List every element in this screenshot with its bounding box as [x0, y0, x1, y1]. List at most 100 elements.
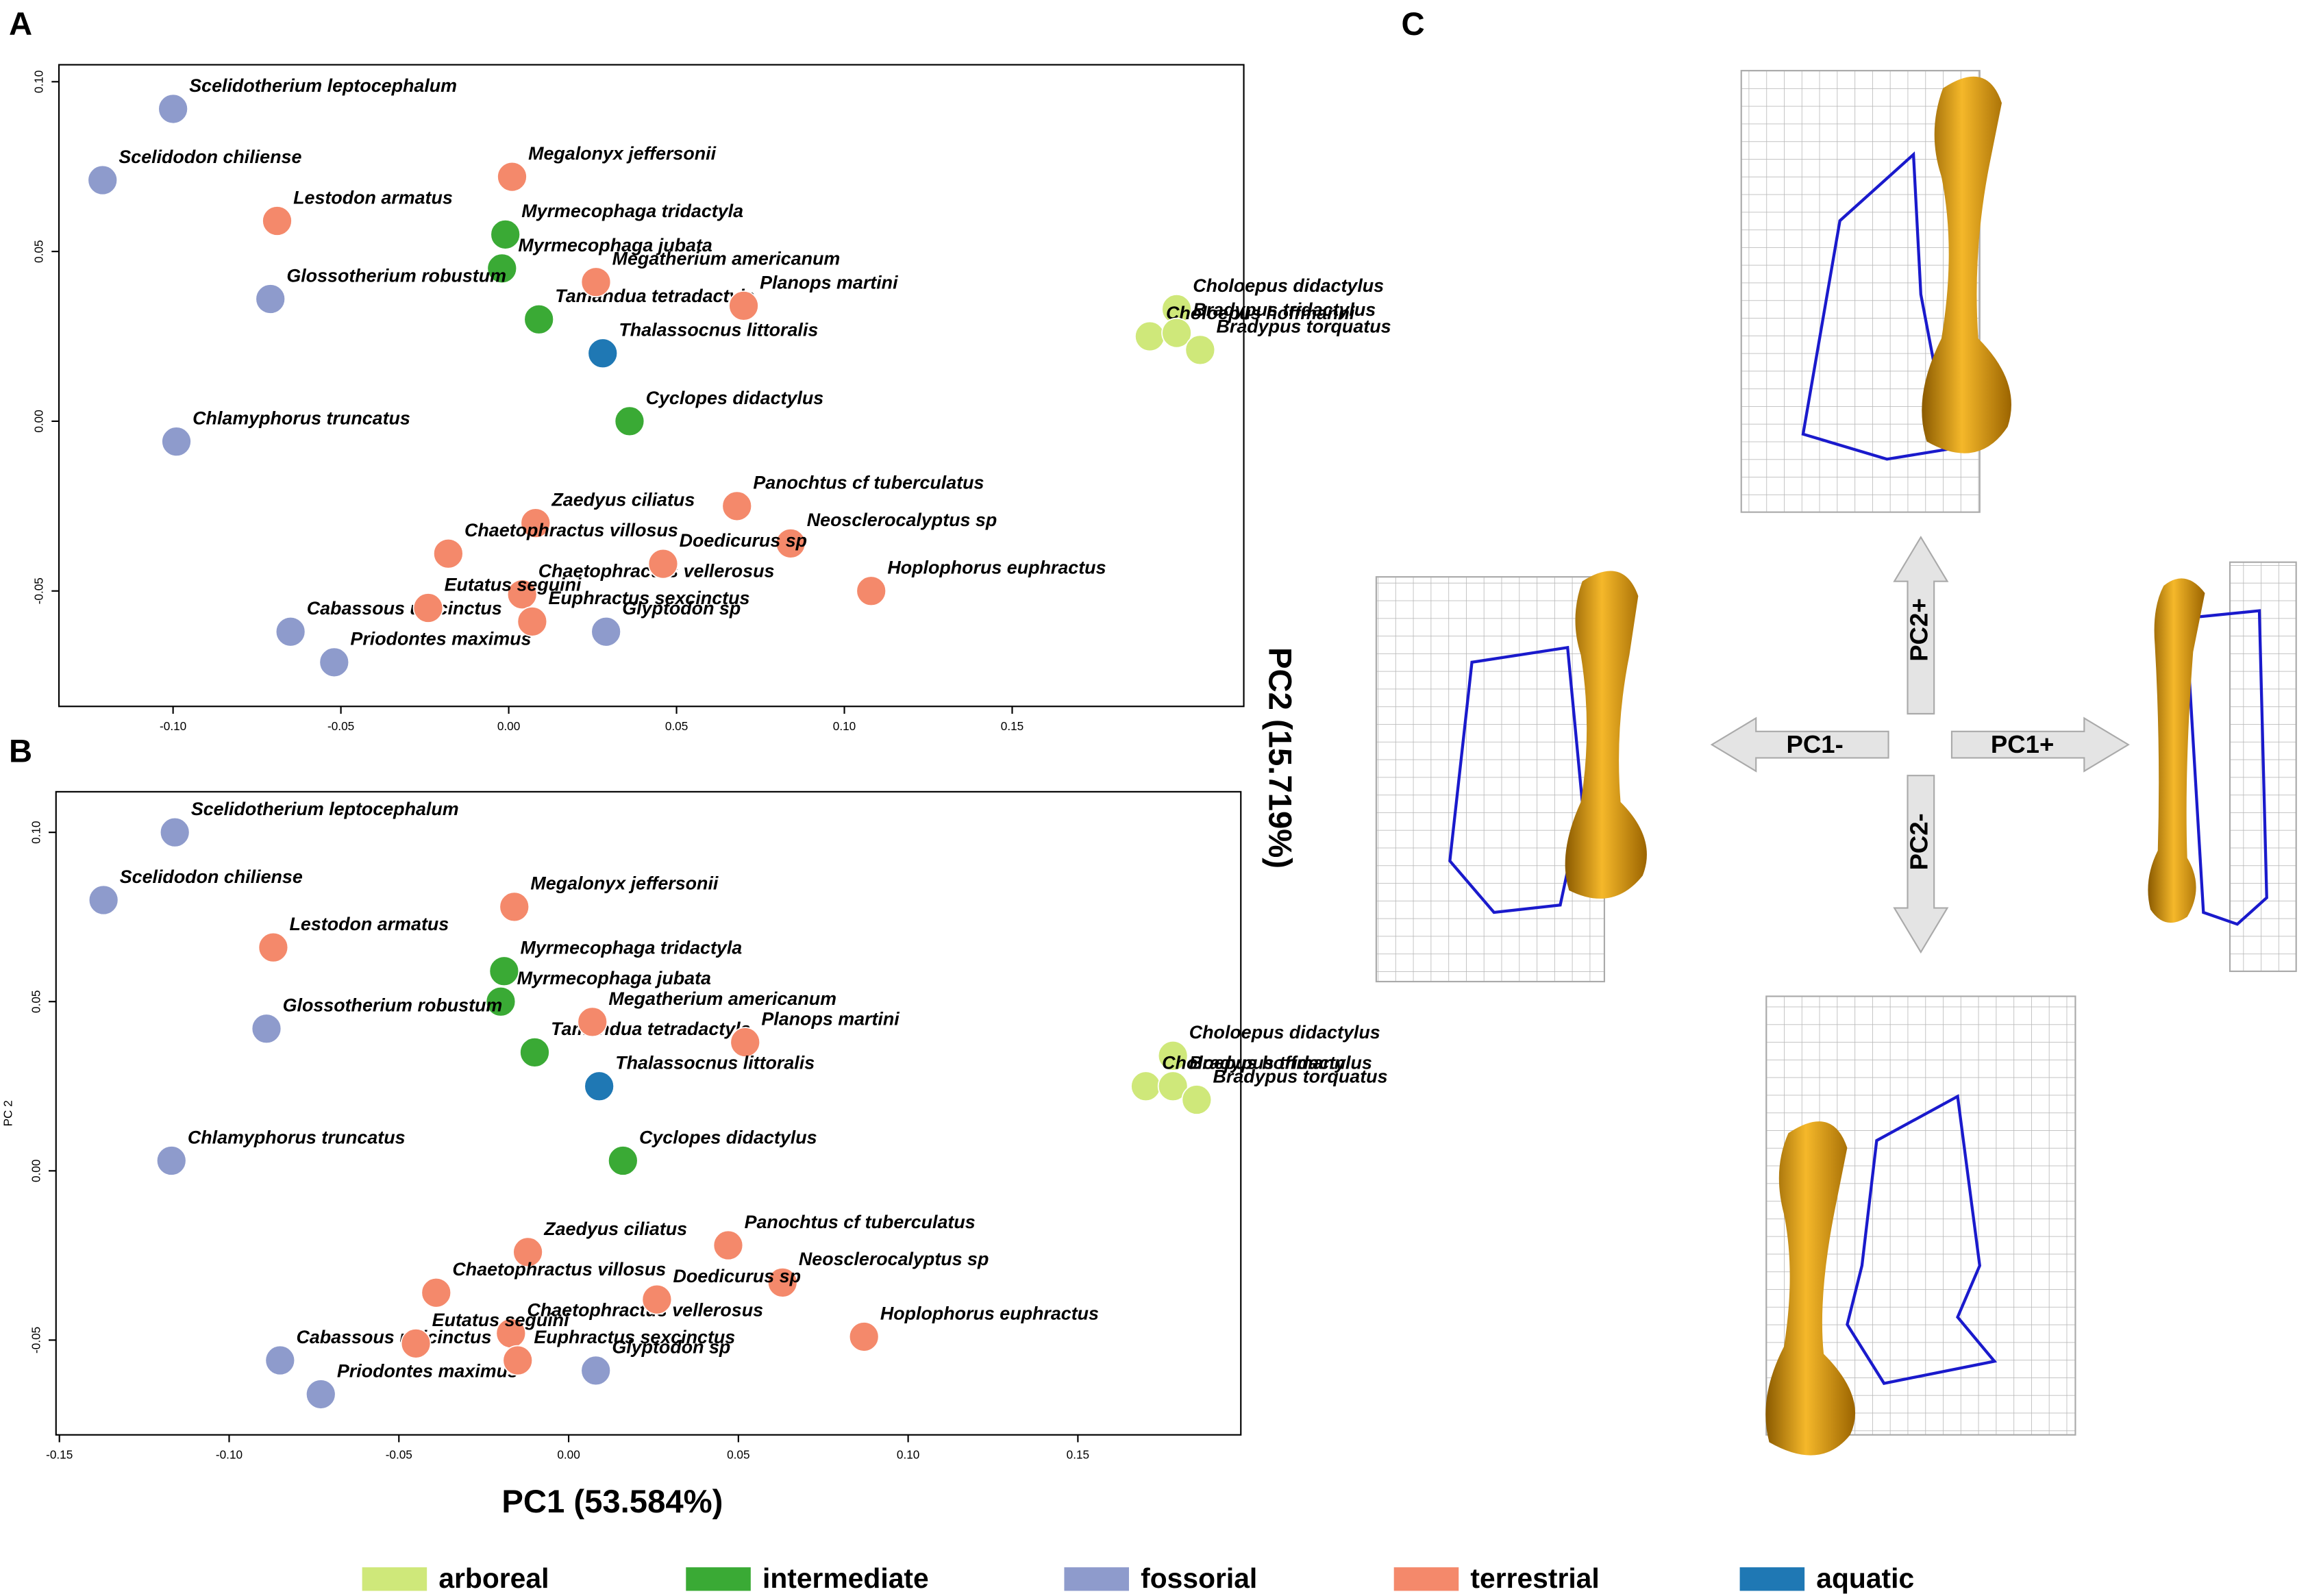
point — [255, 284, 286, 314]
x-tick-label: 0.10 — [833, 719, 856, 733]
arrow-label: PC2- — [1904, 813, 1933, 870]
point-label: Myrmecophaga jubata — [517, 968, 711, 988]
point — [1134, 321, 1165, 352]
point — [161, 426, 192, 458]
point — [499, 891, 530, 923]
x-tick-label: 0.00 — [557, 1447, 580, 1461]
legend-label: intermediate — [762, 1562, 929, 1594]
point — [728, 290, 759, 321]
point — [1181, 1084, 1213, 1115]
point-label: Chlamyphorus truncatus — [188, 1127, 406, 1147]
point-label: Glossotherium robustum — [283, 995, 503, 1016]
legend-swatch — [362, 1567, 427, 1591]
panel-label: C — [1401, 6, 1424, 42]
y-tick-label: 0.10 — [29, 821, 42, 843]
point — [721, 490, 753, 522]
point-label: Scelidotherium leptocephalum — [189, 75, 457, 96]
point — [712, 1230, 744, 1261]
legend-swatch — [686, 1567, 751, 1591]
legend-swatch — [1064, 1567, 1129, 1591]
point — [412, 593, 444, 623]
point — [88, 884, 119, 916]
point-label: Euphractus sexcinctus — [534, 1327, 735, 1347]
point — [775, 528, 806, 559]
arrow-down — [1893, 775, 1949, 954]
point-label: Neosclerocalyptus sp — [799, 1249, 989, 1269]
point — [1157, 1071, 1189, 1102]
point-label: Panochtus cf tuberculatus — [745, 1212, 976, 1232]
x-tick-label: 0.10 — [897, 1447, 919, 1461]
x-axis-title: PC1 (53.584%) — [501, 1484, 723, 1520]
point — [584, 1071, 615, 1102]
point — [580, 1355, 612, 1386]
y-tick-label: -0.05 — [29, 1327, 42, 1354]
point-label: Chlamyphorus truncatus — [193, 408, 410, 429]
arrow-label: PC2+ — [1904, 598, 1933, 661]
plot-frame — [55, 790, 1242, 1436]
shape-right — [2148, 561, 2297, 973]
point — [486, 253, 518, 284]
y-axis-title: PC2 (15.719%) — [1261, 647, 1298, 869]
point — [275, 616, 306, 647]
shape-left — [1375, 571, 1647, 983]
point-label: Cyclopes didactylus — [639, 1127, 817, 1147]
point-label: Lestodon armatus — [293, 187, 453, 208]
point — [264, 1345, 296, 1376]
point-label: Zaedyus ciliatus — [543, 1219, 687, 1239]
shape-bottom — [1765, 995, 2076, 1456]
point — [158, 93, 188, 125]
point-label: Eutatus seguini — [432, 1310, 569, 1330]
point — [258, 932, 289, 963]
point-label: Planops martini — [761, 1008, 899, 1029]
point — [87, 164, 119, 196]
point — [517, 606, 548, 637]
point-label: Hoplophorus euphractus — [887, 558, 1106, 578]
point-label: Scelidodon chiliense — [120, 866, 303, 887]
point-label: Megatherium americanum — [608, 988, 836, 1009]
point-label: Zaedyus ciliatus — [551, 489, 695, 510]
x-tick-label: -0.10 — [216, 1447, 243, 1461]
legend-swatch — [1739, 1567, 1805, 1591]
point — [497, 161, 528, 192]
point-label: Glyptodon sp — [622, 598, 741, 619]
point — [156, 1145, 187, 1176]
y-tick-label: -0.05 — [32, 577, 46, 604]
x-tick-label: -0.05 — [327, 719, 354, 733]
point — [647, 548, 679, 579]
y-tick-label: 0.00 — [29, 1160, 42, 1182]
arrow-right — [1950, 716, 2130, 773]
point — [490, 219, 521, 250]
point-label: Thalassocnus littoralis — [619, 320, 818, 340]
point-label: Priodontes maximus — [337, 1360, 518, 1381]
legend-label: fossorial — [1141, 1562, 1257, 1594]
panel-label: B — [9, 733, 32, 769]
point — [400, 1327, 432, 1359]
point-label: Choloepus didactylus — [1189, 1022, 1380, 1043]
point — [607, 1145, 638, 1176]
point-label: Neosclerocalyptus sp — [807, 510, 997, 530]
point — [251, 1013, 282, 1045]
x-tick-label: -0.05 — [386, 1447, 412, 1461]
point — [1161, 317, 1192, 349]
point — [305, 1379, 336, 1410]
panel-label: A — [9, 6, 32, 42]
point — [506, 579, 538, 610]
legend-label: terrestrial — [1470, 1562, 1599, 1594]
point-label: Priodontes maximus — [350, 629, 531, 649]
point — [523, 303, 555, 335]
point — [587, 338, 619, 369]
arrow-label: PC1- — [1787, 730, 1844, 758]
point-label: Choloepus hoffmanni — [1162, 1053, 1351, 1073]
point — [433, 538, 464, 569]
point-label: Cabassous unicinctus — [307, 598, 502, 619]
point-label: Planops martini — [760, 272, 898, 292]
point — [614, 406, 645, 437]
point — [730, 1027, 761, 1058]
point-label: Glyptodon sp — [612, 1337, 730, 1358]
point — [1184, 334, 1216, 366]
y-tick-label: 0.05 — [29, 990, 42, 1013]
point-label: Doedicurus sp — [680, 530, 807, 551]
point-label: Megalonyx jeffersonii — [530, 873, 719, 894]
point-label: Doedicurus sp — [673, 1266, 801, 1286]
x-tick-label: 0.15 — [1067, 1447, 1089, 1461]
